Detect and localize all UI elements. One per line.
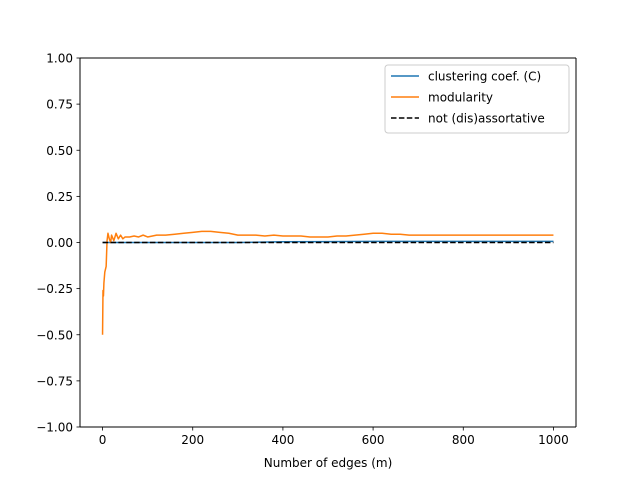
x-tick-label: 800 bbox=[452, 433, 475, 447]
y-tick-label: −0.25 bbox=[36, 282, 73, 296]
axes-layer bbox=[79, 57, 577, 428]
y-tick-label: 1.00 bbox=[46, 52, 73, 66]
legend-entries: clustering coef. (C) modularity not (dis)a… bbox=[391, 70, 545, 126]
y-tick-label: −0.75 bbox=[36, 374, 73, 388]
y-tick-label: 0.75 bbox=[46, 98, 73, 112]
x-axis-title: Number of edges (m) bbox=[264, 456, 393, 470]
legend-label: not (dis)assortative bbox=[428, 112, 545, 126]
x-tick-label: 0 bbox=[99, 433, 107, 447]
y-ticks: −1.00 −0.75 −0.50 −0.25 0.00 0.25 0.50 0.75 1.00 bbox=[36, 52, 80, 435]
y-tick-label: 0.25 bbox=[46, 190, 73, 204]
series-layer bbox=[101, 230, 554, 335]
y-tick-label: −1.00 bbox=[36, 421, 73, 435]
legend-label: clustering coef. (C) bbox=[428, 70, 541, 84]
x-tick-label: 200 bbox=[181, 433, 204, 447]
x-tick-label: 400 bbox=[271, 433, 294, 447]
y-tick-label: 0.50 bbox=[46, 144, 73, 158]
x-tick-label: 1000 bbox=[538, 433, 569, 447]
legend-frame bbox=[384, 64, 570, 134]
x-tick-label: 600 bbox=[362, 433, 385, 447]
series-line-modularity bbox=[101, 230, 554, 335]
legend: clustering coef. (C) modularity not (dis)a… bbox=[384, 64, 570, 134]
x-ticks: 0 200 400 600 800 1000 bbox=[99, 427, 569, 447]
legend-label: modularity bbox=[428, 91, 493, 105]
y-tick-label: 0.00 bbox=[46, 236, 73, 250]
y-tick-label: −0.50 bbox=[36, 328, 73, 342]
